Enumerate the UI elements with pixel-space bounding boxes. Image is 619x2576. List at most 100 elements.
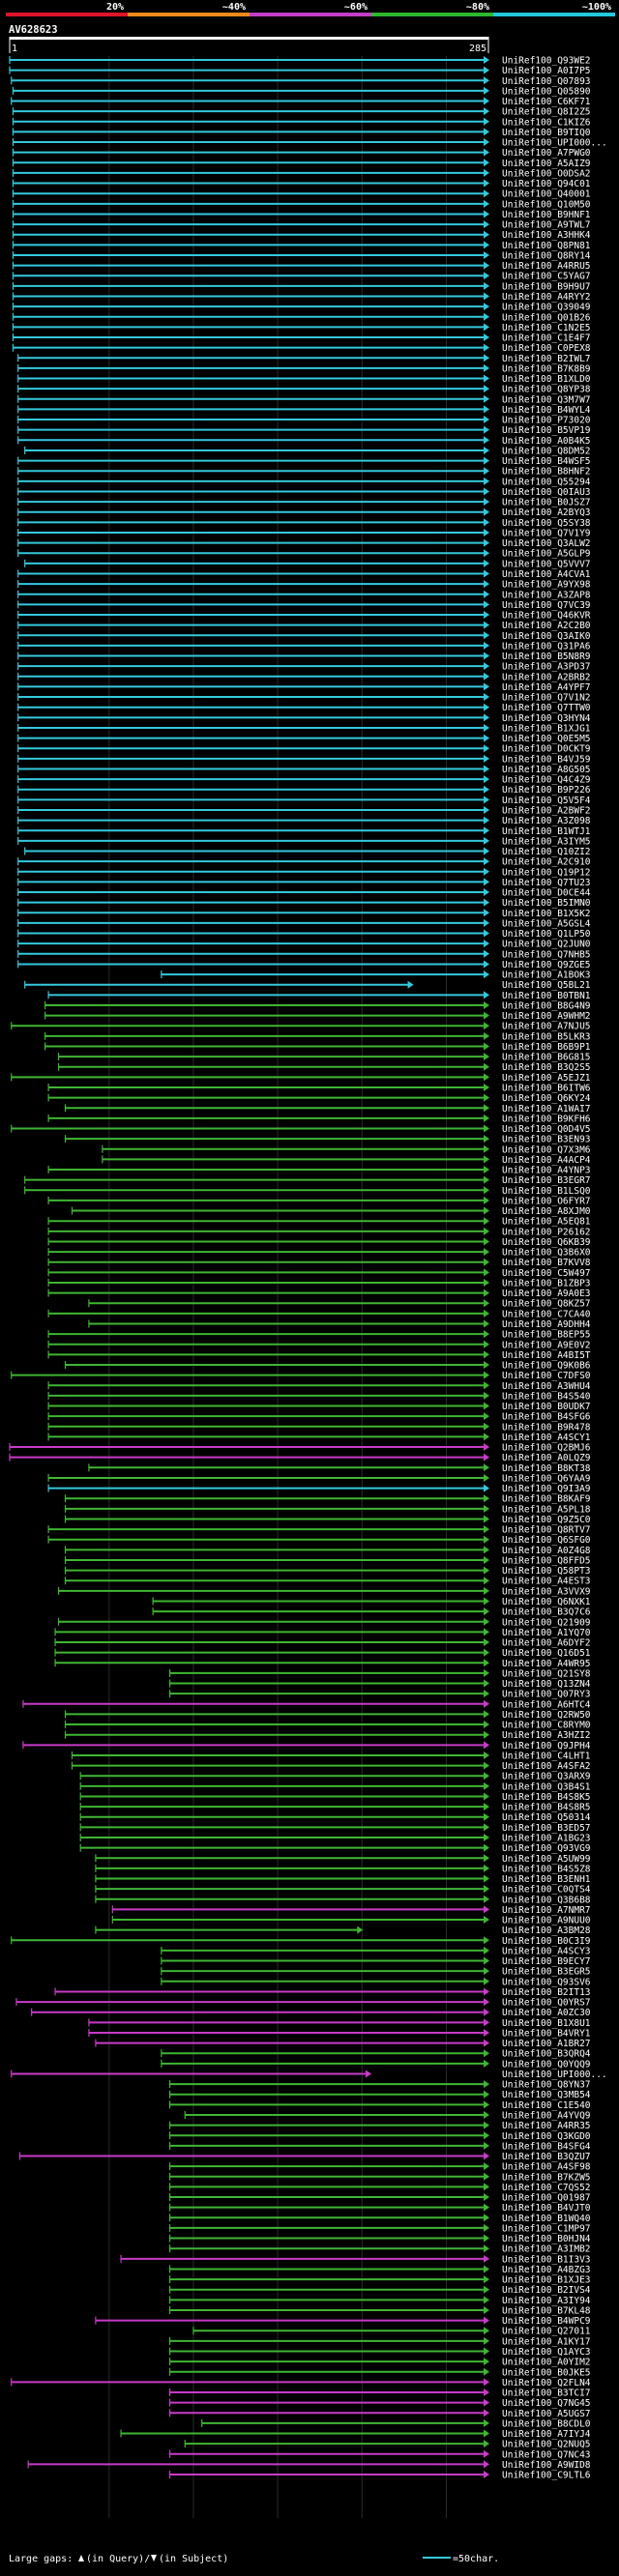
hit-label[interactable]: UniRef100_A7NJU5 (502, 1022, 591, 1032)
hit-row[interactable]: UniRef100_P26162 (47, 1227, 591, 1237)
hit-row[interactable]: UniRef100_Q0IAU3 (17, 487, 591, 498)
hit-label[interactable]: UniRef100_B2IT13 (502, 1987, 591, 1998)
hit-label[interactable]: UniRef100_Q8I2Z5 (502, 107, 591, 118)
hit-row[interactable]: UniRef100_Q10M50 (12, 199, 591, 210)
hit-row[interactable]: UniRef100_A7NMR7 (111, 1905, 591, 1916)
hit-row[interactable]: UniRef100_Q5VVV7 (24, 559, 591, 569)
hit-row[interactable]: UniRef100_A4YVQ9 (184, 2111, 591, 2122)
hit-label[interactable]: UniRef100_C1MP97 (502, 2223, 591, 2234)
hit-label[interactable]: UniRef100_B0C3I9 (502, 1936, 591, 1947)
hit-label[interactable]: UniRef100_A2BWF2 (502, 805, 591, 816)
hit-label[interactable]: UniRef100_A5GLP9 (502, 549, 591, 560)
hit-row[interactable]: UniRef100_B3EN93 (64, 1135, 591, 1145)
hit-row[interactable]: UniRef100_Q9Z5C0 (64, 1515, 591, 1525)
hit-row[interactable]: UniRef100_A4CVA1 (17, 569, 591, 580)
hit-label[interactable]: UniRef100_B4S8K5 (502, 1792, 591, 1803)
hit-label[interactable]: UniRef100_O6FYR7 (502, 1196, 591, 1206)
hit-label[interactable]: UniRef100_Q5SY38 (502, 518, 591, 529)
hit-label[interactable]: UniRef100_B3ED57 (502, 1823, 591, 1834)
hit-row[interactable]: UniRef100_B3Q7C6 (152, 1607, 591, 1618)
hit-row[interactable]: UniRef100_A5PL18 (64, 1504, 591, 1515)
hit-label[interactable]: UniRef100_A5GSL4 (502, 918, 591, 929)
hit-row[interactable]: UniRef100_Q0E5M5 (17, 734, 591, 744)
hit-row[interactable]: UniRef100_Q9K0B6 (64, 1361, 591, 1372)
hit-row[interactable]: UniRef100_Q93VG9 (79, 1843, 591, 1854)
hit-label[interactable]: UniRef100_C7DFS0 (502, 1371, 591, 1381)
hit-label[interactable]: UniRef100_A2BRB2 (502, 672, 591, 682)
hit-label[interactable]: UniRef100_A4SF98 (502, 2162, 591, 2173)
hit-row[interactable]: UniRef100_A9WID8 (27, 2460, 591, 2471)
hit-label[interactable]: UniRef100_Q3ALW2 (502, 538, 591, 549)
hit-label[interactable]: UniRef100_Q3B6B8 (502, 1895, 591, 1905)
hit-label[interactable]: UniRef100_B1XJG1 (502, 723, 591, 734)
hit-label[interactable]: UniRef100_Q21SY8 (502, 1668, 591, 1679)
hit-label[interactable]: UniRef100_B5VP19 (502, 425, 591, 436)
hit-row[interactable]: UniRef100_A9DHH4 (88, 1319, 591, 1330)
hit-row[interactable]: UniRef100_C7CA40 (47, 1309, 591, 1319)
hit-row[interactable]: UniRef100_Q19P12 (17, 867, 591, 878)
hit-row[interactable]: UniRef100_A1BOK3 (161, 970, 591, 981)
hit-row[interactable]: UniRef100_C1MP97 (168, 2223, 591, 2234)
hit-row[interactable]: UniRef100_B4VRY1 (88, 2028, 591, 2039)
hit-row[interactable]: UniRef100_B9TIQ0 (12, 128, 591, 138)
hit-label[interactable]: UniRef100_Q9ZGE5 (502, 960, 591, 970)
hit-label[interactable]: UniRef100_Q16D51 (502, 1648, 591, 1659)
hit-row[interactable]: UniRef100_C5YAG7 (12, 272, 591, 282)
hit-row[interactable]: UniRef100_Q7NC43 (168, 2449, 591, 2460)
hit-row[interactable]: UniRef100_Q01987 (168, 2193, 591, 2204)
hit-label[interactable]: UniRef100_B7KVV8 (502, 1258, 591, 1268)
hit-row[interactable]: UniRef100_Q6YAA9 (47, 1473, 591, 1484)
hit-row[interactable]: UniRef100_B9ECY7 (161, 1956, 591, 1967)
hit-row[interactable]: UniRef100_Q8RTV7 (47, 1525, 591, 1536)
hit-label[interactable]: UniRef100_Q19P12 (502, 867, 591, 878)
hit-label[interactable]: UniRef100_Q8PN81 (502, 241, 591, 251)
hit-label[interactable]: UniRef100_A4RR35 (502, 2121, 591, 2131)
hit-label[interactable]: UniRef100_A3ZAP8 (502, 590, 591, 600)
hit-label[interactable]: UniRef100_B1WTJ1 (502, 826, 591, 837)
hit-label[interactable]: UniRef100_Q7X3M6 (502, 1144, 591, 1155)
hit-row[interactable]: UniRef100_Q7X3M6 (102, 1144, 591, 1155)
hit-label[interactable]: UniRef100_A3Z098 (502, 816, 591, 826)
hit-label[interactable]: UniRef100_B4VJ59 (502, 754, 591, 765)
hit-row[interactable]: UniRef100_A5AIZ9 (12, 159, 591, 169)
hit-label[interactable]: UniRef100_C8RYM0 (502, 1721, 591, 1731)
hit-label[interactable]: UniRef100_B2IVS4 (502, 2285, 591, 2296)
hit-label[interactable]: UniRef100_B3Q7C6 (502, 1607, 591, 1618)
hit-row[interactable]: UniRef100_Q01B26 (12, 312, 591, 323)
hit-row[interactable]: UniRef100_A4YPF7 (17, 682, 591, 693)
hit-row[interactable]: UniRef100_A4SF98 (168, 2162, 591, 2173)
hit-row[interactable]: UniRef100_A6HTC4 (22, 1699, 591, 1710)
hit-label[interactable]: UniRef100_A9YX98 (502, 580, 591, 591)
hit-row[interactable]: UniRef100_A4SCY1 (47, 1433, 591, 1443)
hit-row[interactable]: UniRef100_B8KT38 (88, 1463, 591, 1474)
hit-label[interactable]: UniRef100_Q21909 (502, 1617, 591, 1628)
hit-row[interactable]: UniRef100_A3IY94 (168, 2296, 591, 2306)
hit-row[interactable]: UniRef100_A3ZAP8 (17, 590, 591, 600)
hit-row[interactable]: UniRef100_C4LHT1 (71, 1751, 591, 1761)
hit-row[interactable]: UniRef100_A1YQ70 (54, 1628, 591, 1638)
hit-row[interactable]: UniRef100_Q6NXK1 (152, 1597, 591, 1607)
hit-row[interactable]: UniRef100_A5GLP9 (17, 549, 591, 560)
hit-label[interactable]: UniRef100_Q6KY24 (502, 1093, 591, 1104)
hit-row[interactable]: UniRef100_A9E0V2 (47, 1340, 591, 1350)
hit-row[interactable]: UniRef100_Q3HYN4 (17, 713, 591, 724)
hit-row[interactable]: UniRef100_B7K8B9 (17, 363, 591, 374)
hit-row[interactable]: UniRef100_B1XLD0 (17, 374, 591, 385)
hit-label[interactable]: UniRef100_B4SFG4 (502, 2141, 591, 2152)
hit-label[interactable]: UniRef100_Q55294 (502, 477, 591, 487)
hit-row[interactable]: UniRef100_B6B9P1 (44, 1042, 591, 1053)
hit-row[interactable]: UniRef100_Q9ZGE5 (17, 960, 591, 970)
hit-label[interactable]: UniRef100_UPI000... (502, 138, 607, 149)
hit-label[interactable]: UniRef100_Q3B6X0 (502, 1248, 591, 1259)
hit-label[interactable]: UniRef100_A3IY94 (502, 2296, 591, 2306)
hit-row[interactable]: UniRef100_B3EGR7 (24, 1175, 591, 1186)
hit-row[interactable]: UniRef100_A2C910 (17, 857, 591, 868)
hit-label[interactable]: UniRef100_A0I7P5 (502, 66, 591, 76)
hit-label[interactable]: UniRef100_A3PD37 (502, 662, 591, 673)
hit-label[interactable]: UniRef100_B4WSF5 (502, 456, 591, 467)
hit-label[interactable]: UniRef100_Q3AIK0 (502, 631, 591, 642)
hit-label[interactable]: UniRef100_Q13ZN4 (502, 1679, 591, 1690)
hit-label[interactable]: UniRef100_B3ENH1 (502, 1874, 591, 1885)
hit-row[interactable]: UniRef100_Q13ZN4 (168, 1679, 591, 1690)
hit-row[interactable]: UniRef100_Q7VC39 (17, 600, 591, 611)
